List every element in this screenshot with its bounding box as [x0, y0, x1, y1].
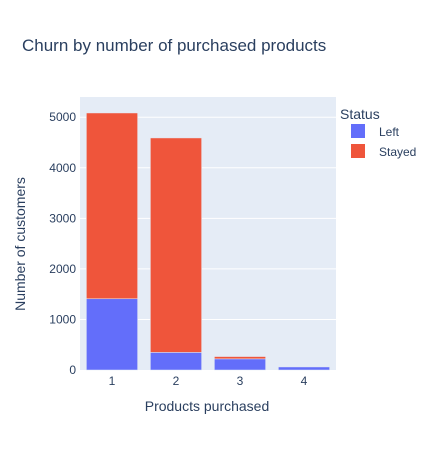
bar-stayed-3[interactable] [214, 356, 266, 360]
legend-swatch-left [351, 124, 365, 138]
y-tick-labels: 0 1000 2000 3000 4000 5000 [49, 110, 76, 377]
legend: Status Left Stayed [340, 106, 416, 159]
y-tick-label: 4000 [49, 161, 76, 175]
bar-left-4[interactable] [278, 366, 330, 371]
chart-title: Churn by number of purchased products [22, 36, 326, 55]
legend-swatch-stayed [351, 144, 365, 158]
legend-title: Status [340, 106, 380, 122]
legend-item-left[interactable]: Left [351, 124, 400, 139]
x-tick-label: 2 [173, 374, 180, 388]
legend-label-left: Left [379, 125, 400, 139]
bars [86, 112, 330, 371]
bar-stayed-1[interactable] [86, 112, 138, 300]
bar-left-2[interactable] [150, 352, 202, 371]
bar-left-3[interactable] [214, 358, 266, 371]
y-tick-label: 1000 [49, 312, 76, 326]
y-tick-label: 0 [69, 363, 76, 377]
x-axis-title: Products purchased [145, 398, 270, 414]
y-tick-label: 5000 [49, 110, 76, 124]
x-tick-label: 3 [237, 374, 244, 388]
x-tick-label: 4 [301, 374, 308, 388]
y-tick-label: 2000 [49, 262, 76, 276]
bar-left-1[interactable] [86, 298, 138, 371]
legend-item-stayed[interactable]: Stayed [351, 144, 416, 159]
bar-stayed-2[interactable] [150, 137, 202, 353]
y-axis-title: Number of customers [12, 177, 28, 311]
x-tick-label: 1 [109, 374, 116, 388]
x-tick-labels: 1 2 3 4 [109, 374, 308, 388]
legend-label-stayed: Stayed [379, 145, 416, 159]
y-tick-label: 3000 [49, 211, 76, 225]
